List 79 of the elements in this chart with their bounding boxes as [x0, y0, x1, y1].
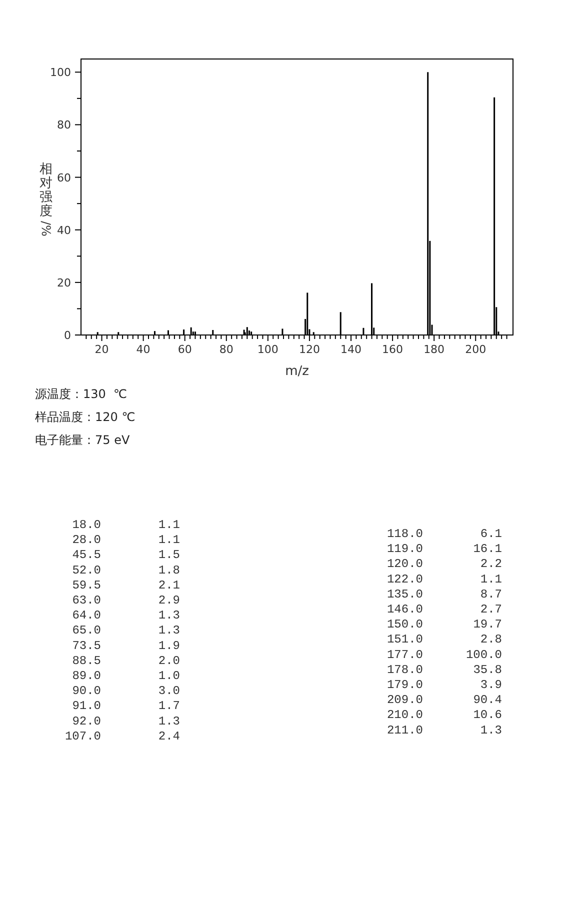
data-label: 10.6	[473, 708, 502, 722]
data-label: 2.8	[480, 632, 502, 647]
data-label: 90.4	[473, 693, 502, 708]
data-label: 8.7	[480, 587, 502, 602]
y-tick-label: 40	[57, 224, 71, 237]
y-tick-label: 60	[57, 171, 71, 184]
data-label: 1.3	[158, 714, 180, 728]
category-label: 177.0	[386, 648, 423, 662]
x-tick-label: 160	[382, 343, 404, 356]
data-label: 1.1	[480, 572, 502, 586]
category-label: 45.5	[72, 548, 101, 562]
x-tick-label: 40	[136, 343, 150, 356]
text: 电子能量：75 eV	[35, 433, 130, 447]
category-label: 52.0	[72, 563, 101, 578]
category-label: 150.0	[386, 618, 423, 632]
x-tick-label: 100	[257, 343, 278, 356]
category-label: 209.0	[386, 693, 423, 708]
data-label: 1.3	[480, 723, 502, 738]
category-label: 88.5	[72, 654, 101, 668]
x-tick-label: 60	[178, 343, 192, 356]
data-label: 2.2	[480, 557, 502, 572]
data-label: 3.0	[158, 684, 180, 698]
category-label: 91.0	[72, 699, 101, 714]
category-label: 120.0	[386, 557, 423, 572]
y-axis-title: 相对强度/%	[39, 162, 53, 236]
data-label: 2.1	[158, 578, 180, 592]
category-label: 122.0	[386, 572, 423, 586]
data-label: 2.9	[158, 594, 180, 608]
category-label: 146.0	[386, 602, 423, 616]
category-label: 107.0	[64, 729, 101, 744]
x-tick-label: 180	[424, 343, 445, 356]
y-tick-label: 0	[64, 329, 71, 342]
data-label: 19.7	[473, 618, 502, 632]
x-axis-title: m/z	[285, 364, 310, 379]
data-label: 1.1	[158, 518, 180, 532]
category-label: 178.0	[386, 662, 423, 677]
category-label: 135.0	[386, 587, 423, 602]
category-label: 151.0	[386, 632, 423, 647]
data-label: 1.0	[158, 669, 180, 683]
category-label: 119.0	[386, 542, 423, 556]
data-label: 1.5	[158, 548, 180, 562]
category-label: 18.0	[72, 518, 101, 532]
category-label: 28.0	[72, 533, 101, 548]
category-label: 89.0	[72, 669, 101, 683]
category-label: 65.0	[72, 624, 101, 638]
x-tick-label: 120	[298, 343, 320, 356]
y-tick-label: 80	[57, 118, 71, 132]
category-label: 63.0	[72, 594, 101, 608]
category-label: 92.0	[72, 714, 101, 728]
y-tick-label: 100	[50, 66, 71, 80]
category-label: 59.5	[72, 578, 101, 592]
data-label: 1.8	[158, 563, 180, 578]
data-label: 1.3	[158, 624, 180, 638]
category-label: 210.0	[386, 708, 423, 722]
data-label: 100.0	[466, 648, 502, 662]
y-tick-label: 20	[57, 276, 71, 290]
text: 样品温度：120 ℃	[35, 410, 136, 424]
data-label: 1.3	[158, 608, 180, 623]
category-label: 179.0	[386, 678, 423, 692]
data-label: 2.4	[158, 729, 180, 744]
data-label: 2.7	[480, 602, 502, 616]
text: 源温度：130 ℃	[35, 387, 128, 401]
data-label: 1.7	[158, 699, 180, 714]
x-tick-label: 200	[465, 343, 486, 356]
x-tick-label: 140	[340, 343, 362, 356]
category-label: 118.0	[386, 527, 423, 541]
category-label: 73.5	[72, 638, 101, 653]
category-label: 64.0	[72, 608, 101, 623]
data-label: 1.9	[158, 638, 180, 653]
x-tick-label: 80	[219, 343, 234, 356]
data-label: 1.1	[158, 533, 180, 548]
category-label: 90.0	[72, 684, 101, 698]
data-label: 35.8	[473, 662, 502, 677]
category-label: 211.0	[386, 723, 423, 738]
data-label: 2.0	[158, 654, 180, 668]
x-tick-label: 20	[94, 343, 109, 356]
data-label: 6.1	[480, 527, 502, 541]
data-label: 3.9	[480, 678, 502, 692]
data-label: 16.1	[473, 542, 502, 556]
